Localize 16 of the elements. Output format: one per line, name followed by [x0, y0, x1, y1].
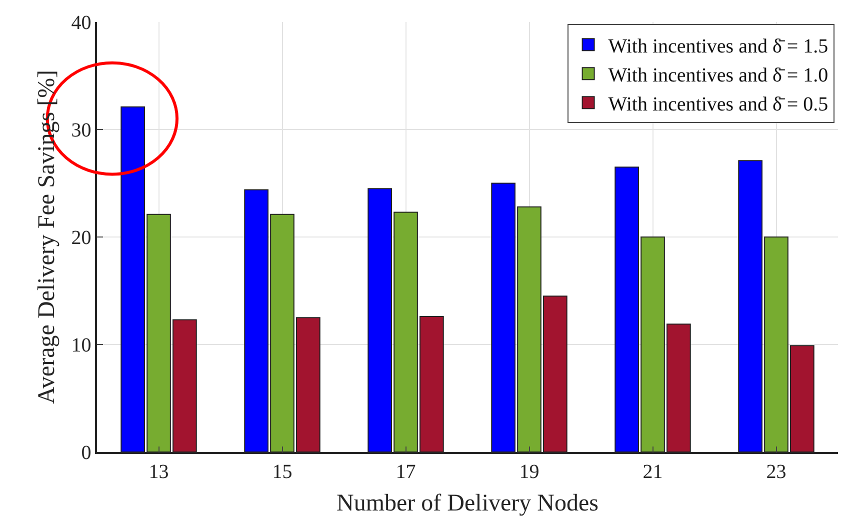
- legend-label: With incentives and δ̄ = 1.5: [608, 35, 828, 58]
- x-tick-label: 19: [519, 460, 540, 483]
- legend-label: With incentives and δ̄ = 1.0: [608, 64, 828, 86]
- legend-label: With incentives and δ̄ = 0.5: [608, 93, 828, 116]
- x-tick-label: 23: [766, 460, 786, 483]
- y-tick-label: 20: [71, 227, 92, 249]
- y-tick-label: 40: [71, 12, 92, 34]
- y-tick-label: 10: [71, 334, 92, 356]
- x-tick-label: 17: [396, 460, 416, 483]
- x-tick-label: 13: [148, 460, 169, 483]
- x-axis-title: Number of Delivery Nodes: [336, 490, 598, 517]
- y-tick-label: 30: [71, 120, 92, 142]
- y-tick-label: 0: [81, 442, 92, 464]
- x-tick-label: 21: [642, 460, 663, 483]
- x-tick-label: 15: [272, 460, 292, 483]
- y-axis-title: Average Delivery Fee Savings [%]: [34, 70, 60, 404]
